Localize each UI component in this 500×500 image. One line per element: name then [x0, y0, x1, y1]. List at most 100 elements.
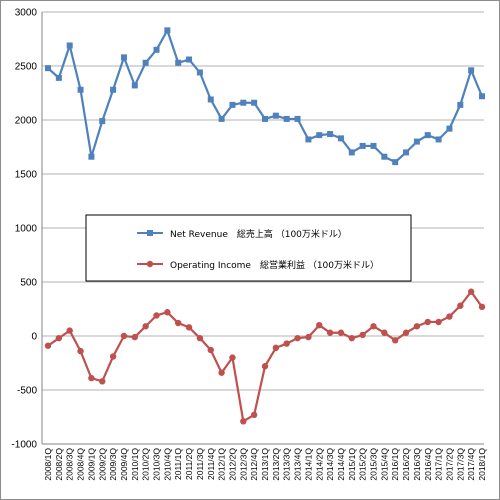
y-tick-label: 3000 [15, 8, 38, 19]
data-point-operating-income [294, 334, 301, 342]
legend-box [85, 214, 412, 282]
data-point-net-revenue [424, 132, 431, 139]
axes: 3000 2500 2000 1500 1000 500 0 -500 -1000 2008/1Q… [11, 8, 487, 481]
data-point-net-revenue [381, 153, 388, 160]
y-tick-label: 2500 [15, 62, 38, 73]
y-tick-label: -500 [17, 386, 37, 397]
x-tick-label: 2016/1Q [390, 448, 400, 481]
x-tick-label: 2012/1Q [217, 448, 227, 481]
data-point-operating-income [478, 303, 486, 311]
x-tick-label: 2009/3Q [108, 448, 118, 481]
data-point-net-revenue [251, 99, 258, 106]
data-point-operating-income [229, 354, 236, 361]
x-tick-label: 2015/3Q [369, 448, 379, 481]
x-tick-label: 2012/2Q [227, 448, 237, 481]
data-point-net-revenue [337, 135, 344, 142]
series [44, 27, 486, 425]
x-tick-label: 2010/2Q [141, 448, 151, 481]
data-point-operating-income [457, 302, 464, 309]
data-point-operating-income [66, 327, 73, 334]
x-tick-label: 2011/1Q [173, 448, 183, 480]
data-point-operating-income [424, 318, 431, 326]
data-point-operating-income [77, 347, 84, 355]
data-point-net-revenue [45, 65, 51, 72]
x-tick-label: 2016/2Q [401, 448, 411, 481]
data-point-net-revenue [153, 46, 160, 53]
data-point-net-revenue [468, 67, 475, 74]
data-point-operating-income [99, 378, 106, 385]
data-point-net-revenue [283, 115, 290, 122]
x-tick-label: 2008/4Q [76, 448, 86, 481]
x-tick-label: 2009/1Q [86, 448, 96, 481]
data-point-net-revenue [403, 149, 410, 156]
data-point-operating-income [207, 346, 214, 354]
x-tick-label: 2011/4Q [206, 448, 216, 480]
data-point-net-revenue [196, 69, 203, 76]
x-tick-label: 2012/3Q [238, 448, 248, 481]
data-point-net-revenue [99, 118, 106, 125]
x-tick-label: 2012/4Q [249, 448, 259, 481]
data-point-operating-income [240, 418, 247, 425]
data-point-net-revenue [262, 115, 268, 122]
data-point-net-revenue [359, 142, 366, 149]
x-tick-label: 2017/3Q [455, 448, 465, 481]
data-point-operating-income [44, 342, 52, 349]
data-point-operating-income [196, 334, 204, 342]
x-tick-label: 2014/3Q [325, 448, 335, 481]
x-tick-label: 2017/1Q [434, 448, 444, 481]
data-point-net-revenue [316, 132, 323, 139]
x-tick-label: 2014/1Q [303, 448, 313, 481]
data-point-net-revenue [207, 96, 214, 103]
data-point-net-revenue [305, 136, 312, 143]
data-point-net-revenue [240, 99, 247, 106]
data-point-operating-income [120, 332, 128, 340]
data-point-net-revenue [110, 86, 117, 93]
data-point-operating-income [467, 288, 475, 295]
x-tick-label: 2010/3Q [152, 448, 162, 481]
data-point-operating-income [413, 323, 421, 330]
data-point-operating-income [131, 333, 138, 341]
y-tick-label: -1000 [11, 440, 37, 451]
x-tick-label: 2014/2Q [314, 448, 324, 481]
x-tick-label: 2010/4Q [162, 448, 172, 481]
data-point-operating-income [381, 329, 388, 336]
x-tick-label: 2008/2Q [54, 448, 64, 481]
y-tick-label: 500 [20, 278, 37, 289]
data-point-operating-income [402, 329, 410, 336]
data-point-operating-income [435, 318, 442, 326]
x-tick-label: 2015/4Q [379, 448, 389, 481]
x-tick-label: 2017/2Q [444, 448, 454, 481]
data-point-net-revenue [392, 159, 399, 166]
y-tick-label: 2000 [15, 116, 38, 127]
data-point-operating-income [55, 334, 63, 342]
data-point-net-revenue [446, 125, 453, 132]
data-point-net-revenue [218, 115, 225, 122]
data-point-net-revenue [88, 153, 95, 160]
data-point-net-revenue [272, 112, 279, 119]
data-point-net-revenue [186, 56, 193, 63]
data-point-operating-income [337, 329, 345, 336]
data-point-operating-income [261, 363, 269, 370]
data-point-operating-income [392, 337, 399, 344]
data-point-net-revenue [348, 149, 355, 156]
x-tick-label: 2018/1Q [477, 448, 487, 481]
data-point-operating-income [164, 309, 171, 316]
x-tick-label: 2017/4Q [466, 448, 476, 481]
data-point-net-revenue [142, 59, 149, 66]
x-tick-label: 2015/2Q [358, 448, 368, 481]
data-point-operating-income [175, 319, 182, 327]
y-tick-label: 0 [31, 332, 37, 343]
data-point-net-revenue [175, 59, 182, 66]
data-point-operating-income [88, 374, 95, 382]
x-tick-label: 2013/1Q [260, 448, 270, 481]
x-tick-label: 2008/3Q [65, 448, 75, 481]
legend-marker-operating-income [146, 260, 154, 268]
x-tick-label: 2016/4Q [423, 448, 433, 481]
data-point-net-revenue [479, 93, 485, 100]
data-point-operating-income [153, 312, 160, 319]
data-point-net-revenue [66, 42, 73, 49]
legend: Net Revenue 総売上高 （100万米ドル） Operating Inc… [85, 214, 412, 282]
data-point-operating-income [446, 313, 453, 320]
